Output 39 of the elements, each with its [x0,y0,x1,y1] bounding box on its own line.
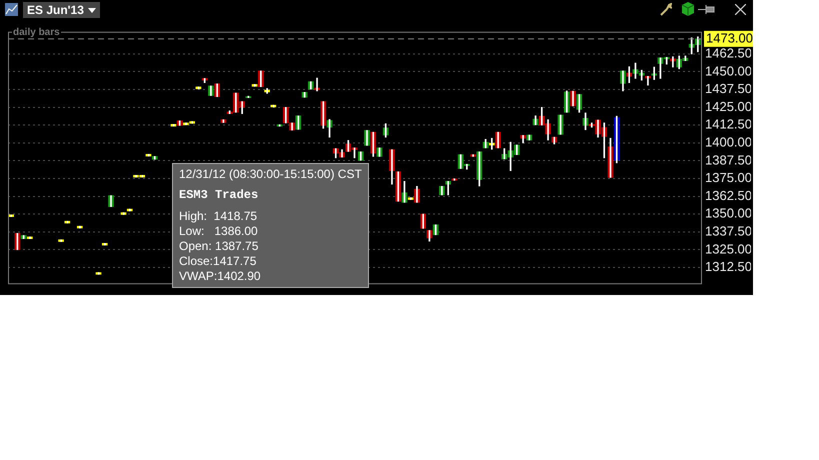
ref-line-label: 1473.00 [706,30,753,46]
candlestick [526,134,532,140]
candlestick [196,86,202,90]
annotation: Open: 1387.75 [179,239,260,254]
candlestick [76,226,83,228]
candlestick [102,242,108,246]
candlestick [58,239,64,242]
candlestick [252,84,258,87]
candlestick [14,233,20,250]
annotation: Close:1417.75 [179,254,258,269]
annotation: VWAP:1402.90 [179,269,262,284]
annotation: Low: 1386.00 [179,224,259,239]
candlestick [20,235,26,240]
candlestick [470,154,476,157]
annotation: ESM3 Trades [179,188,260,203]
candlestick [376,148,382,157]
candlestick [152,156,158,160]
candlestick [214,83,220,97]
candlestick [258,70,264,87]
annotation: High: 1418.75 [179,209,258,224]
candlestick [395,171,402,202]
candlestick [270,104,276,108]
chart-title: ES Jun'13 [27,2,84,18]
candlestick [558,114,564,135]
chart-subtitle: daily bars [12,27,61,38]
candlestick [570,90,576,106]
candlestick [120,212,126,215]
candlestick [108,195,114,207]
candlestick [208,86,214,96]
candlestick [64,220,70,224]
candlestick [96,272,102,275]
candlestick [408,197,414,200]
candlestick [302,92,308,98]
candlestick [220,119,226,123]
candlestick [364,130,370,146]
candlestick [176,120,183,126]
candlestick [27,236,33,240]
candlestick [146,154,152,156]
annotation: 12/31/12 (08:30:00-15:15:00) CST [179,167,362,182]
